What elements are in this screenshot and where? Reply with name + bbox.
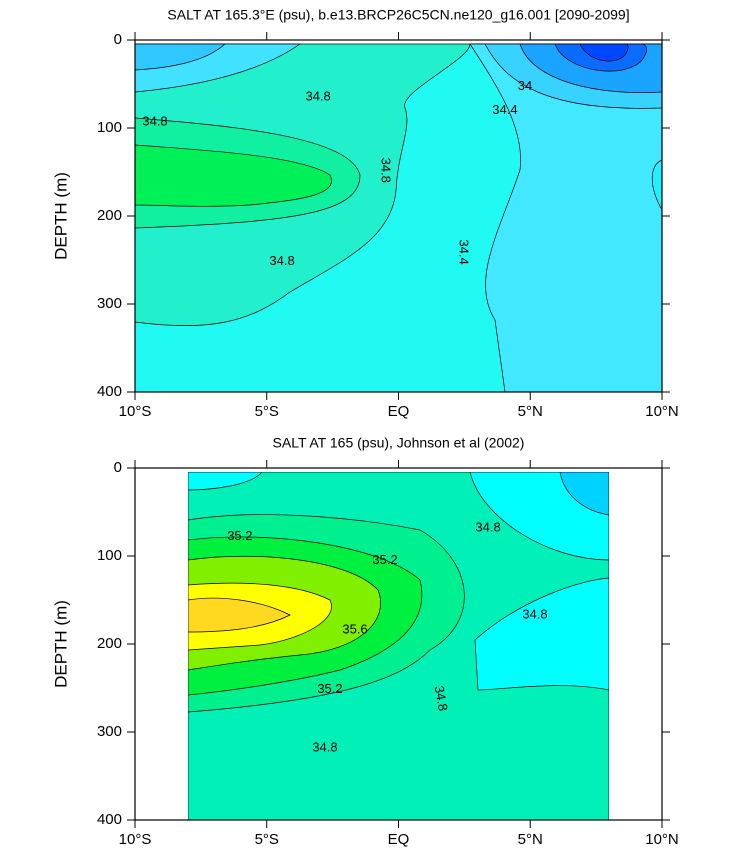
x-tick-label: EQ [388,831,410,848]
contour-label: 34 [518,78,532,93]
y-tick-label: 400 [97,383,122,400]
contour-label: 34.8 [432,685,451,713]
y-tick-label: 200 [97,207,122,224]
contour-fill [188,472,609,820]
x-tick-label: 5°S [255,831,279,848]
y-axis-label: DEPTH (m) [51,172,70,260]
contour-label: 34.8 [475,519,500,534]
x-tick-label: 5°S [255,403,279,420]
y-tick-label: 0 [114,459,122,476]
x-tick-label: 10°S [119,403,152,420]
chart-title: SALT AT 165.3°E (psu), b.e13.BRCP26C5CN.… [167,7,629,23]
y-tick-label: 0 [114,31,122,48]
y-tick-label: 100 [97,547,122,564]
contour-label: 34.4 [492,102,517,117]
y-tick-label: 100 [97,119,122,136]
x-tick-label: 10°N [645,403,679,420]
contour-label: 35.2 [317,681,342,696]
contour-label: 34.8 [142,113,167,128]
contour-label: 34.8 [312,739,337,754]
chart-title: SALT AT 165 (psu), Johnson et al (2002) [273,435,525,451]
y-axis-label: DEPTH (m) [51,600,70,688]
contour-label: 35.2 [227,528,252,543]
contour-label: 35.2 [372,552,397,567]
contour-label: 34.8 [305,89,330,104]
x-tick-label: 10°S [119,831,152,848]
x-tick-label: EQ [388,403,410,420]
contour-fill [135,43,662,392]
y-tick-label: 300 [97,723,122,740]
contour-label: 35.6 [342,621,367,636]
x-tick-label: 10°N [645,831,679,848]
contour-label: 34.8 [269,253,294,268]
contour-label: 34.8 [522,606,547,621]
y-tick-label: 400 [97,811,122,828]
x-tick-label: 5°N [518,831,543,848]
y-tick-label: 200 [97,635,122,652]
y-tick-label: 300 [97,295,122,312]
contour-label: 34.8 [379,158,394,183]
contour-label: 34.4 [457,239,472,264]
x-tick-label: 5°N [518,403,543,420]
